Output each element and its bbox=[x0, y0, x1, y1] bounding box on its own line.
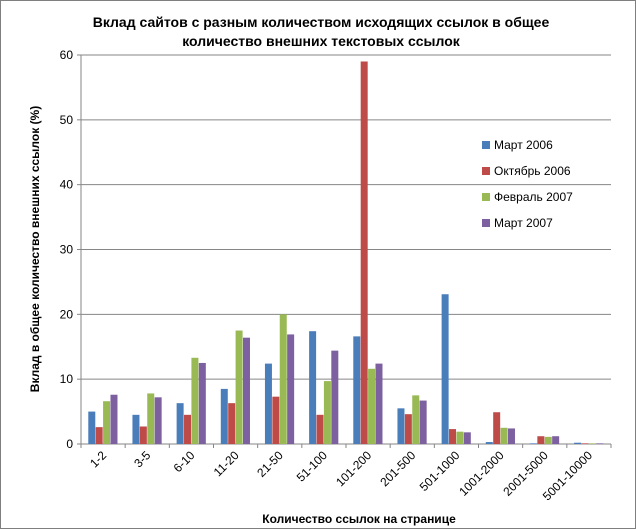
bar bbox=[95, 427, 103, 444]
bar bbox=[184, 414, 192, 444]
bar bbox=[544, 436, 552, 444]
x-tick-label: 3-5 bbox=[131, 448, 153, 470]
y-tick-label: 30 bbox=[60, 243, 74, 257]
bar bbox=[375, 363, 383, 444]
bar bbox=[588, 443, 596, 444]
x-tick-label: 21-50 bbox=[254, 448, 286, 480]
y-tick-label: 60 bbox=[60, 48, 74, 62]
bar bbox=[500, 427, 508, 444]
bar bbox=[154, 397, 162, 444]
bar bbox=[485, 442, 493, 444]
x-tick-label: 101-200 bbox=[333, 448, 374, 489]
bar bbox=[493, 412, 501, 444]
bar bbox=[316, 414, 324, 444]
legend-label: Март 2007 bbox=[494, 216, 553, 230]
bar bbox=[110, 394, 118, 444]
legend-swatch bbox=[482, 167, 490, 175]
bar bbox=[353, 336, 361, 444]
bar bbox=[147, 393, 155, 444]
bar bbox=[264, 363, 272, 444]
x-tick-label: 201-500 bbox=[377, 448, 418, 489]
chart-title-line-1: Вклад сайтов с разным количеством исходя… bbox=[92, 14, 550, 30]
x-tick-label: 1001-2000 bbox=[456, 448, 507, 499]
bar bbox=[574, 442, 582, 444]
y-tick-label: 40 bbox=[60, 178, 74, 192]
y-tick-label: 50 bbox=[60, 113, 74, 127]
bar bbox=[331, 350, 339, 444]
legend-swatch bbox=[482, 141, 490, 149]
bar bbox=[368, 368, 376, 444]
bar bbox=[198, 362, 206, 444]
bar bbox=[360, 61, 368, 444]
legend-label: Март 2006 bbox=[494, 138, 553, 152]
bar bbox=[287, 334, 295, 444]
x-tick-label: 1-2 bbox=[87, 448, 109, 470]
bar bbox=[235, 330, 243, 444]
x-tick-label: 6-10 bbox=[171, 448, 198, 475]
bar bbox=[309, 331, 317, 444]
legend-swatch bbox=[482, 219, 490, 227]
bar bbox=[552, 436, 560, 444]
bar bbox=[176, 403, 184, 444]
legend-label: Октябрь 2006 bbox=[494, 164, 571, 178]
bar bbox=[220, 388, 228, 444]
bar bbox=[228, 403, 236, 444]
x-tick-label: 11-20 bbox=[211, 448, 242, 479]
bar bbox=[529, 443, 537, 444]
bar bbox=[132, 414, 140, 444]
x-tick-label: 51-100 bbox=[294, 448, 331, 485]
bar bbox=[412, 395, 420, 444]
bar bbox=[456, 431, 464, 444]
bar bbox=[279, 314, 287, 444]
bar bbox=[507, 428, 515, 444]
bar bbox=[103, 401, 111, 444]
bar bbox=[441, 294, 449, 444]
y-tick-label: 0 bbox=[66, 437, 73, 451]
bar bbox=[404, 414, 412, 444]
chart-title-line-2: количество внешних текстовых ссылок bbox=[182, 33, 460, 49]
y-tick-label: 10 bbox=[60, 372, 74, 386]
x-tick-label: 501-1000 bbox=[417, 448, 463, 494]
bar bbox=[449, 429, 457, 444]
bar bbox=[463, 432, 471, 444]
bar bbox=[242, 337, 250, 444]
bar bbox=[88, 411, 96, 444]
bar bbox=[537, 436, 545, 444]
x-axis-label: Количество ссылок на странице bbox=[262, 512, 456, 526]
bar bbox=[581, 443, 589, 444]
y-tick-label: 20 bbox=[60, 307, 74, 321]
bar bbox=[596, 443, 604, 444]
bar bbox=[419, 400, 427, 444]
legend-label: Февраль 2007 bbox=[494, 190, 573, 204]
bar bbox=[191, 357, 199, 444]
bar bbox=[139, 426, 147, 444]
bar bbox=[323, 381, 331, 444]
bar bbox=[397, 408, 405, 444]
legend-swatch bbox=[482, 193, 490, 201]
bar bbox=[272, 396, 280, 444]
y-axis-label: Вклад в общее количество внешних ссылок … bbox=[28, 105, 42, 393]
